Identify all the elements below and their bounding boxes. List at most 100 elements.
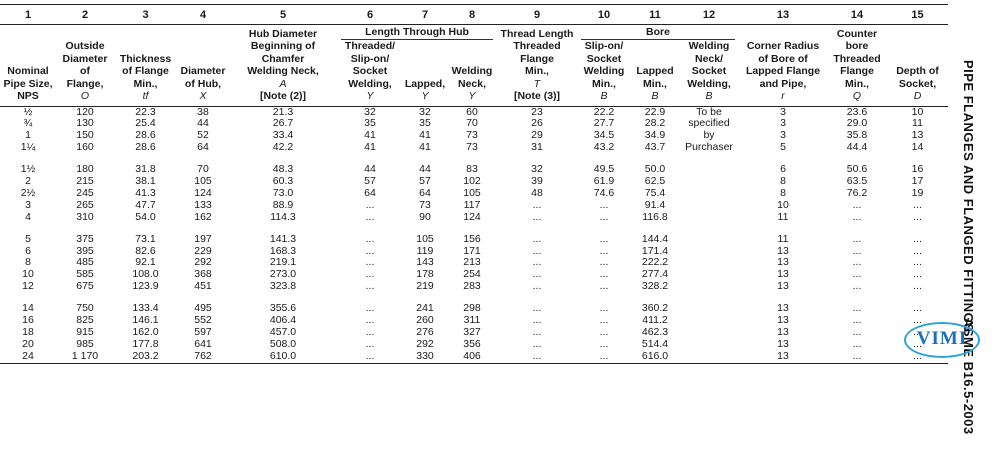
table-cell: 24 xyxy=(0,350,56,364)
table-cell: 10 xyxy=(911,105,924,118)
table-cell xyxy=(679,234,739,246)
group-bore: Bore xyxy=(577,25,739,40)
table-cell: 495 xyxy=(194,302,212,315)
table-cell: 162.0 xyxy=(132,326,159,338)
group-length-through-hub: Length Through Hub xyxy=(337,25,497,40)
table-cell: 34.9 xyxy=(644,129,666,142)
header-sub-row: Threaded/Slip-on/Socket Welding, Y Lapped,… xyxy=(0,40,948,107)
header-threaded-slipon-length: Threaded/Slip-on/Socket Welding, Y xyxy=(337,40,403,107)
table-cell: ... xyxy=(852,280,862,293)
table-cell: ... xyxy=(599,314,609,327)
table-cell: 22.3 xyxy=(135,105,156,118)
header-line: Chamfer xyxy=(261,52,305,65)
table-cell: 13 xyxy=(777,326,789,338)
table-cell: 197 xyxy=(194,232,212,245)
header-symbol: Y xyxy=(468,90,476,102)
table-cell: 292 xyxy=(194,256,212,269)
table-cell: 915 xyxy=(76,326,94,338)
table-row: 10 585 108.0 368 273.0... 178 254...... 277.4 13… xyxy=(0,268,948,281)
table-cell: 20 xyxy=(22,337,34,350)
table-cell: ... xyxy=(599,337,609,350)
table-cell: 47.7 xyxy=(135,198,156,211)
header-line: of xyxy=(80,65,90,77)
table-cell: 8 xyxy=(780,175,786,188)
table-cell: ... xyxy=(532,198,542,211)
table-cell: 260 xyxy=(416,314,434,327)
header-symbol: B xyxy=(705,90,713,102)
table-cell: 64 xyxy=(364,186,376,199)
table-cell: ... xyxy=(532,326,542,338)
table-cell: ... xyxy=(532,314,542,327)
table-cell: 32 xyxy=(419,105,431,118)
table-cell: 215 xyxy=(76,175,94,188)
table-cell: 44 xyxy=(419,163,431,176)
table-cell: 12 xyxy=(22,280,34,293)
table-cell: 2 xyxy=(25,175,31,188)
header-line: Lapped, xyxy=(404,77,446,90)
flange-dimensions-table: 1 2 3 4 5 6 7 8 9 10 11 12 13 14 15 Nominal Pipe Size, N… xyxy=(0,4,948,364)
table-cell xyxy=(679,164,739,176)
table-cell: 1 170 xyxy=(56,350,114,364)
column-number: 9 xyxy=(497,4,577,25)
table-cell: 133.4 xyxy=(132,302,159,315)
header-symbol: Y xyxy=(421,90,429,102)
table-cell: 50.6 xyxy=(846,163,868,176)
column-number: 11 xyxy=(631,4,679,25)
column-number: 13 xyxy=(739,4,827,25)
table-cell: 32 xyxy=(364,105,376,118)
column-number: 7 xyxy=(403,4,447,25)
table-cell: 597 xyxy=(194,326,212,338)
header-line: Depth of xyxy=(896,65,939,77)
table-cell: 114.3 xyxy=(270,210,296,223)
table-cell: 105 xyxy=(416,232,434,245)
table-cell: 292 xyxy=(416,337,434,350)
table-cell: 641 xyxy=(194,337,212,350)
header-line: Lapped Flange xyxy=(745,65,821,77)
header-symbol: B xyxy=(651,90,659,102)
table-cell: 82.6 xyxy=(135,244,156,257)
table-cell: 2½ xyxy=(20,186,36,199)
table-cell: 451 xyxy=(194,280,212,293)
table-cell: 63.5 xyxy=(846,175,868,188)
table-row: 1 150 28.6 52 33.4 41 41 73 29 34.5 34.9 by 3 35.8 13 xyxy=(0,129,948,142)
table-cell: 356 xyxy=(463,337,481,350)
table-cell: 31 xyxy=(531,141,543,154)
table-cell: 22.2 xyxy=(593,105,615,118)
table-cell: 985 xyxy=(76,337,94,350)
table-cell: 29.0 xyxy=(846,117,868,130)
table-row: 1½ 180 31.8 70 48.3 44 44 83 32 49.5 50.0 6 50.6 16 xyxy=(0,163,948,176)
header-line: Min., xyxy=(133,77,158,90)
header-line: Hub Diameter xyxy=(248,27,318,40)
table-cell: ... xyxy=(599,244,609,257)
table-cell: 11 xyxy=(912,117,923,130)
table-row: 3 265 47.7 133 88.9... 73 117...... 91.4 10.....… xyxy=(0,198,948,212)
table-cell: ... xyxy=(532,232,542,245)
table-cell: 13 xyxy=(777,244,789,257)
table-cell: 18 xyxy=(22,326,34,338)
table-cell: 23.6 xyxy=(846,105,868,118)
table-cell: ... xyxy=(365,314,375,327)
table-row: 2½ 245 41.3 124 73.0 64 64 105 48 74.6 75.4 8 76.2 19 xyxy=(0,186,948,200)
table-cell: 41 xyxy=(364,129,376,142)
column-number: 1 xyxy=(0,4,56,25)
table-cell: 330 xyxy=(403,350,447,364)
table-cell: ¾ xyxy=(23,117,33,130)
table-cell: 102 xyxy=(463,175,481,188)
header-line: Beginning of xyxy=(250,40,316,52)
table-cell: 406 xyxy=(447,350,497,364)
header-line: Lapped xyxy=(636,65,674,77)
table-cell: 514.4 xyxy=(641,337,669,350)
table-cell: ... xyxy=(913,314,922,327)
header-line: Slip-on/ xyxy=(350,52,390,65)
table-cell: ... xyxy=(852,256,862,269)
table-cell: 327 xyxy=(463,326,481,338)
header-lapped-length: Lapped, Y xyxy=(403,40,447,107)
column-number: 14 xyxy=(827,4,887,25)
table-cell: ... xyxy=(532,337,542,350)
table-cell: ... xyxy=(577,350,631,364)
header-socket-depth: Depth of Socket, D xyxy=(887,24,948,107)
table-row: 4 310 54.0 162 114.3... 90 124...... 116.8 11...… xyxy=(0,210,948,224)
table-cell xyxy=(679,188,739,200)
table-cell: 6 xyxy=(25,244,31,257)
header-symbol: r xyxy=(781,90,785,102)
